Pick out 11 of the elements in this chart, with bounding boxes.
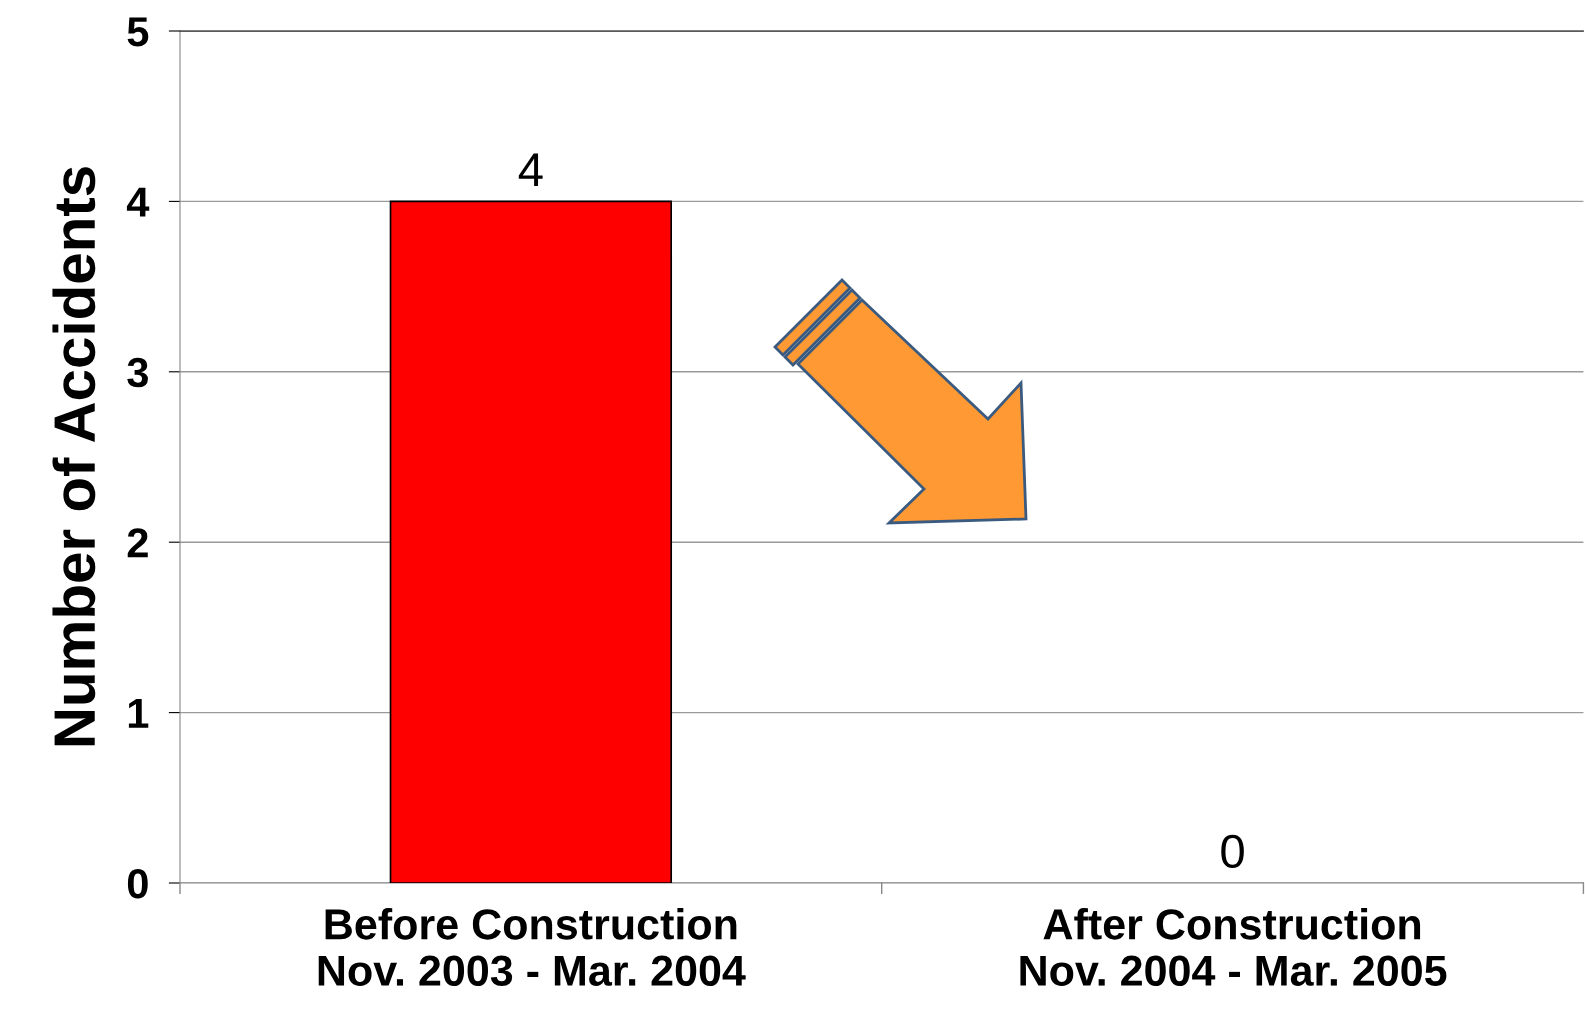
y-tick-label: 2 [127,528,148,558]
y-tick-label: 3 [127,357,148,388]
y-tick-label: 1 [128,699,149,728]
y-tick-label: 0 [127,869,148,899]
data-label: 0 [1221,834,1244,869]
y-axis-title: Number of Accidents [52,167,96,746]
data-label: 4 [518,153,543,187]
y-tick-label: 5 [127,17,149,47]
x-tick-label: After Construction Nov. 2004 - Mar. 2005 [1020,908,1447,986]
x-tick-label: Before Construction Nov. 2003 - Mar. 2004 [318,908,746,987]
y-tick-label: 4 [126,187,150,217]
